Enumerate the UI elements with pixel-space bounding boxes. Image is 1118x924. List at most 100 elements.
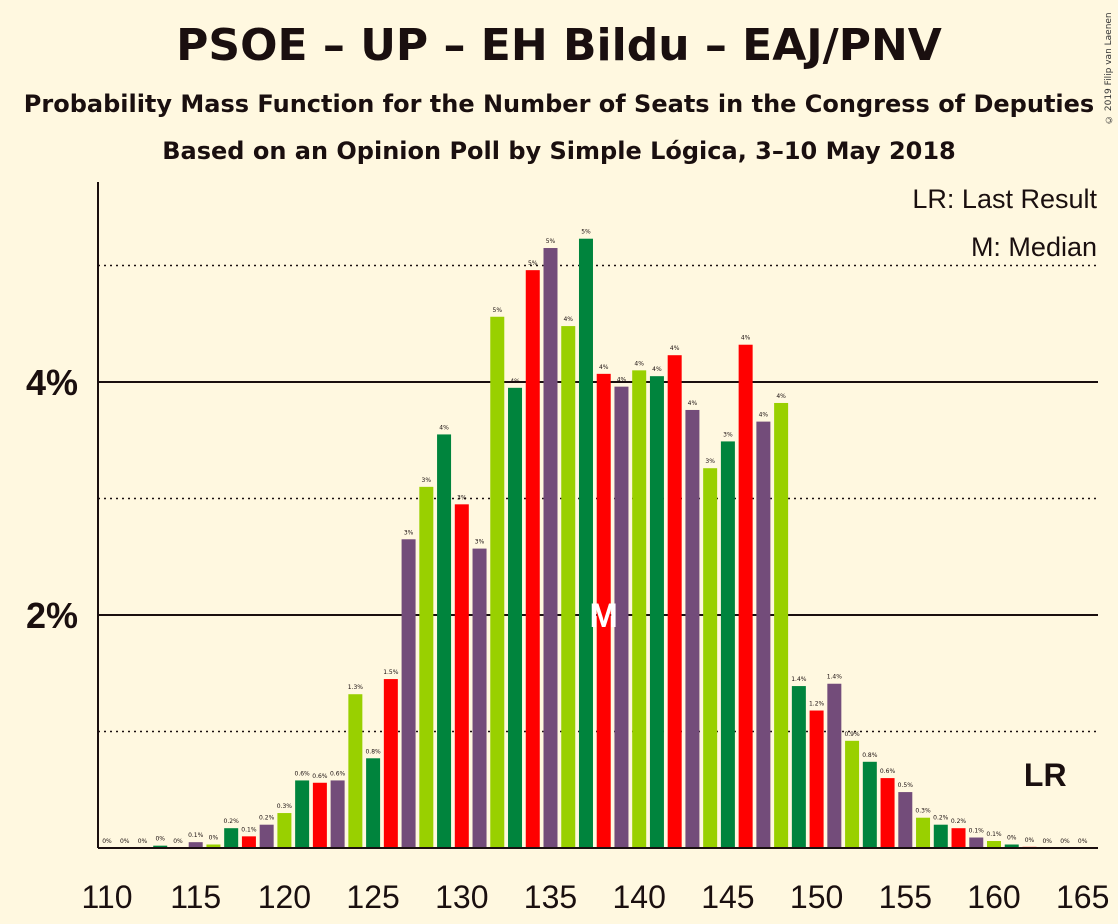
bar-label-127: 3% — [404, 529, 414, 536]
bar-seat-127 — [401, 539, 416, 848]
bar-label-149: 1.4% — [791, 676, 807, 683]
bar-label-144: 3% — [705, 458, 715, 465]
bar-label-116: 0% — [209, 835, 219, 842]
chart-title: PSOE – UP – EH Bildu – EAJ/PNV — [176, 20, 942, 71]
bar-seat-135 — [543, 248, 558, 848]
bar-labels-group: 0% 0% 0% 0% 0%0.1% 0%0.2%0.1%0.2%0.3%0.6% 0.6%… — [102, 229, 1088, 845]
x-tick-label: 140 — [613, 879, 666, 915]
bar-label-113: 0% — [155, 836, 165, 843]
bar-label-128: 3% — [422, 477, 432, 484]
bar-seat-142 — [667, 355, 682, 848]
bar-label-124: 1.3% — [348, 684, 364, 691]
bar-label-143: 4% — [688, 400, 698, 407]
median-marker: M — [590, 597, 618, 635]
bar-label-150: 1.2% — [809, 701, 825, 708]
bar-label-145: 3% — [723, 431, 733, 438]
chart-subtitle: Probability Mass Function for the Number… — [23, 90, 1095, 118]
x-tick-label: 145 — [701, 879, 754, 915]
x-tick-label: 135 — [524, 879, 577, 915]
bar-label-140: 4% — [634, 360, 644, 367]
bar-label-164: 0% — [1060, 838, 1070, 845]
bar-label-146: 4% — [741, 335, 751, 342]
legend-median: M: Median — [971, 232, 1097, 262]
x-tick-label: 115 — [170, 879, 221, 915]
bar-label-129: 4% — [439, 424, 449, 431]
bar-label-160: 0.1% — [986, 831, 1002, 838]
bar-label-121: 0.6% — [295, 770, 311, 777]
x-tick-label: 150 — [790, 879, 843, 915]
bar-label-122: 0.6% — [312, 773, 328, 780]
bar-seat-161 — [1004, 844, 1019, 848]
bar-label-126: 1.5% — [383, 669, 399, 676]
bar-label-133: 4% — [510, 378, 520, 385]
bar-label-115: 0.1% — [188, 832, 204, 839]
bar-label-139: 4% — [617, 377, 627, 384]
bar-seat-120 — [277, 813, 292, 848]
bar-seat-159 — [969, 837, 984, 848]
bar-seat-115 — [188, 842, 203, 848]
bar-seat-148 — [774, 402, 789, 848]
bar-seat-150 — [809, 710, 824, 848]
bar-seat-119 — [259, 824, 274, 848]
bar-seat-146 — [738, 344, 753, 848]
chart-source-line: Based on an Opinion Poll by Simple Lógic… — [162, 137, 956, 165]
bar-seat-144 — [703, 468, 718, 848]
bar-label-157: 0.2% — [933, 815, 949, 822]
bar-seat-151 — [827, 683, 842, 848]
bar-seat-152 — [845, 740, 860, 848]
bar-seat-131 — [472, 548, 487, 848]
x-tick-label: 160 — [967, 879, 1020, 915]
bar-seat-118 — [241, 836, 256, 848]
x-tick-label: 125 — [346, 879, 399, 915]
bar-seat-121 — [295, 780, 310, 848]
bar-seat-129 — [437, 434, 452, 848]
bar-seat-130 — [454, 504, 469, 848]
bar-label-131: 3% — [475, 539, 485, 546]
bar-seat-134 — [525, 270, 540, 848]
bar-label-159: 0.1% — [969, 828, 985, 835]
bar-seat-117 — [224, 828, 239, 848]
bar-seat-122 — [312, 782, 327, 848]
bar-label-155: 0.5% — [898, 782, 914, 789]
bar-seat-153 — [862, 761, 877, 848]
bar-seat-116 — [206, 844, 221, 848]
bar-label-132: 5% — [493, 307, 503, 314]
bar-label-118: 0.1% — [241, 826, 257, 833]
bar-label-158: 0.2% — [951, 818, 967, 825]
markers-group: M LR — [590, 597, 1067, 793]
x-tick-label: 155 — [879, 879, 932, 915]
bar-seat-132 — [490, 316, 505, 848]
bar-seat-147 — [756, 421, 771, 848]
bar-seat-124 — [348, 694, 363, 848]
bar-label-125: 0.8% — [365, 748, 381, 755]
bar-label-151: 1.4% — [827, 674, 843, 681]
bar-label-123: 0.6% — [330, 770, 346, 777]
bar-label-156: 0.3% — [915, 808, 931, 815]
bar-label-148: 4% — [776, 393, 786, 400]
bar-seat-125 — [366, 758, 381, 848]
x-tick-label: 165 — [1056, 879, 1109, 915]
axes-group: 110 115 120 125 130 135 140 145 150 155 160 165 2% 4% — [26, 182, 1109, 915]
bar-seat-137 — [578, 238, 593, 848]
bar-label-153: 0.8% — [862, 752, 878, 759]
bar-seat-143 — [685, 409, 700, 848]
bar-label-120: 0.3% — [277, 803, 293, 810]
x-tick-label: 130 — [435, 879, 488, 915]
bar-label-147: 4% — [759, 412, 769, 419]
bar-label-163: 0% — [1042, 838, 1052, 845]
bar-label-138: 4% — [599, 364, 609, 371]
bar-label-135: 5% — [546, 238, 556, 245]
bar-label-152: 0.9% — [844, 731, 860, 738]
bar-seat-160 — [987, 841, 1001, 848]
bar-seat-126 — [383, 679, 398, 848]
bar-label-134: 5% — [528, 260, 538, 267]
bar-seat-133 — [508, 387, 523, 848]
legend-last-result: LR: Last Result — [912, 184, 1097, 214]
x-tick-label: 120 — [258, 879, 311, 915]
bar-label-112: 0% — [138, 838, 148, 845]
bar-label-119: 0.2% — [259, 815, 275, 822]
bar-seat-149 — [791, 686, 806, 848]
bar-label-165: 0% — [1078, 838, 1088, 845]
bar-seat-158 — [951, 828, 966, 848]
